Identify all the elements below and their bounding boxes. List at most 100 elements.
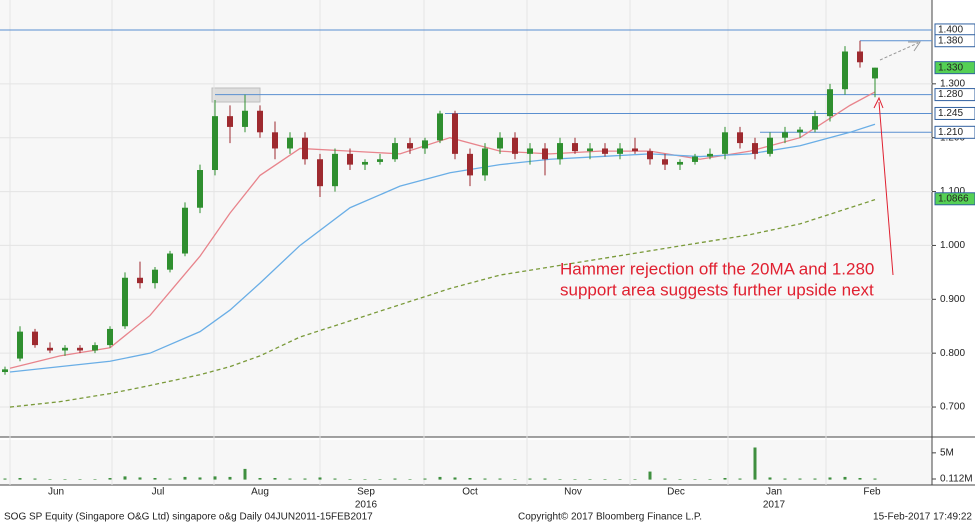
candle-body [857,51,863,63]
candle-body [317,159,323,187]
candle-body [722,132,728,154]
footer-right: 15-Feb-2017 17:49:22 [873,512,972,523]
price-label: 1.380 [938,35,963,46]
y-tick-label: 0.900 [940,294,965,305]
price-label-box [934,34,975,48]
candle-body [587,148,593,152]
volume-bar [453,477,457,480]
volume-bar [318,477,322,480]
moving-average [9,199,876,408]
candle-body [347,153,353,165]
footer-center: Copyright© 2017 Bloomberg Finance L.P. [518,512,702,523]
volume-bar [273,477,277,480]
candle-body [542,148,548,160]
y-tick-label: 0.700 [940,402,965,413]
volume-bar [573,479,577,480]
price-label-box [934,61,975,75]
volume-bar [348,479,352,480]
volume-bar [408,479,412,480]
x-tick-label: Dec [667,487,685,498]
candle-body [227,116,233,127]
volume-bar [813,478,817,480]
volume-bar [78,479,82,480]
candle-body [62,347,68,351]
moving-average [9,123,876,373]
y-tick-label: 1.000 [940,240,965,251]
candle-body [32,331,38,346]
year-label: 2016 [355,500,378,511]
candle-body [407,143,413,149]
volume-bar [873,478,877,480]
candle-body [107,328,113,346]
footer-left: SOG SP Equity (Singapore O&G Ltd) singap… [4,512,373,523]
candle-body [437,113,443,141]
volume-bar [618,479,622,480]
candle-body [797,129,803,133]
candle-body [692,156,698,162]
arrow-head [873,96,884,109]
volume-bar [603,479,607,480]
candle-body [152,269,158,284]
volume-bar [393,478,397,480]
volume-bar [378,479,382,480]
x-tick-label: Nov [564,487,582,498]
candle-body [752,143,758,154]
volume-bar [423,478,427,480]
candle-body [257,110,263,133]
volume-bar [243,468,247,480]
volume-bar [558,479,562,480]
candle-body [812,116,818,130]
candle-body [197,170,203,208]
candle-body [782,132,788,138]
candle-body [137,277,143,284]
candle-body [827,89,833,117]
annotation: support area suggests further upside nex… [560,280,874,299]
candle-body [272,132,278,149]
volume-bar [543,478,547,480]
candle-body [617,148,623,154]
volume-bar [288,478,292,480]
volume-bar [363,479,367,480]
candle-body [77,347,83,351]
volume-bar [333,478,337,480]
volume-bar [798,478,802,480]
volume-bar [228,476,232,480]
candle-body [872,67,878,79]
volume-bar [168,478,172,480]
candle-body [212,116,218,171]
price-label-box [934,192,975,206]
annotation-arrow [878,101,894,276]
y-tick-label: 1.300 [940,78,965,89]
volume-bar [198,477,202,480]
price-label-box [934,88,975,102]
candle-body [362,161,368,165]
volume-tick-label: 5M [940,447,954,458]
candle-body [17,331,23,359]
y-tick-label: 1.100 [940,186,965,197]
candle-body [302,137,308,160]
candle-body [707,153,713,157]
candle-body [512,137,518,154]
volume-bar [513,479,517,480]
price-label: 1.330 [938,62,963,73]
volume-bar [858,477,862,480]
volume-bar [93,479,97,480]
candle-body [482,148,488,176]
plot-bg [0,0,932,437]
volume-bg [0,440,932,485]
price-label: 1.280 [938,89,963,100]
volume-bar [708,479,712,480]
volume-bar [438,476,442,480]
volume-bar [783,478,787,480]
x-tick-label: Sep [357,487,375,498]
year-label: 2017 [763,500,786,511]
candle-body [422,140,428,149]
x-tick-label: Aug [251,487,269,498]
candle-body [332,153,338,187]
volume-bar [213,476,217,480]
candle-body [47,347,53,351]
volume-bar [33,478,37,480]
x-tick-label: Jun [48,487,64,498]
candle-body [452,113,458,154]
